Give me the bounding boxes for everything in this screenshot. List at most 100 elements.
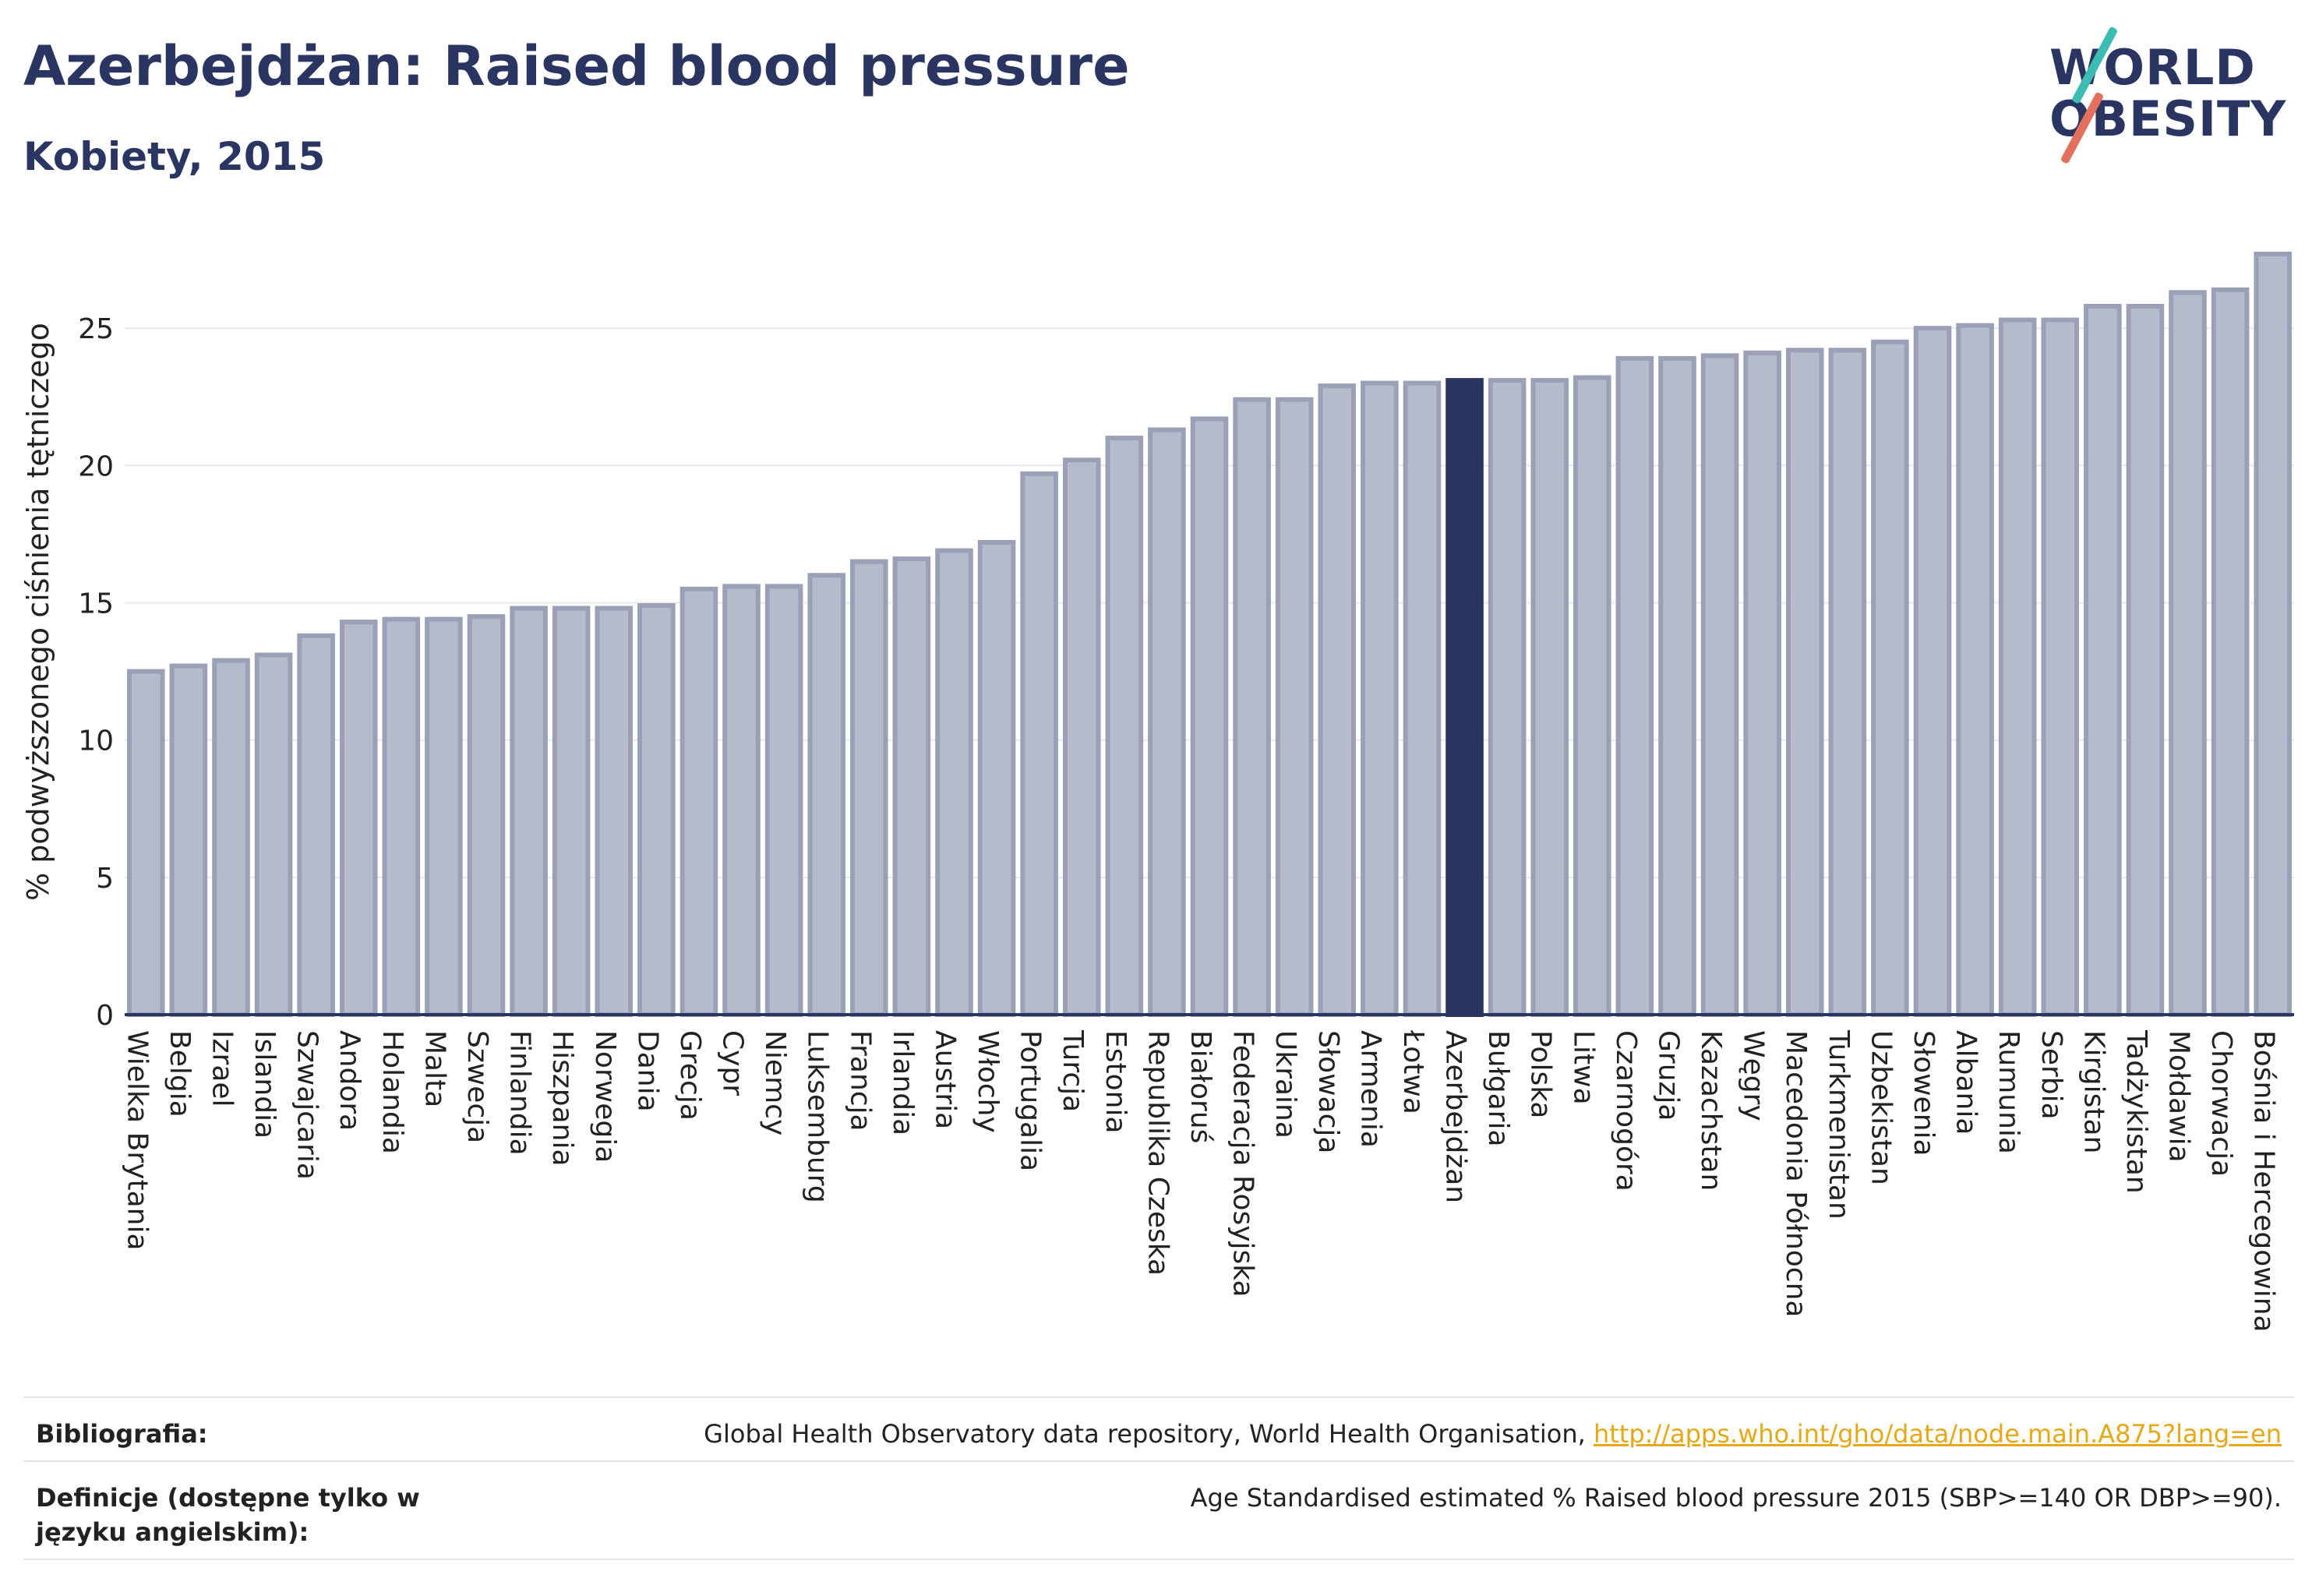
x-tick-label: Szwajcaria <box>291 1030 323 1180</box>
x-tick-label: Austria <box>929 1030 961 1129</box>
bar[interactable] <box>127 669 165 1017</box>
bar[interactable] <box>722 584 761 1017</box>
page-title: Azerbejdżan: Raised blood pressure <box>23 34 1130 98</box>
bibliography-label: Bibliografia: <box>36 1419 208 1449</box>
bar[interactable] <box>1275 397 1314 1017</box>
x-tick-label: Wielka Brytania <box>121 1030 153 1251</box>
bar[interactable] <box>212 658 250 1017</box>
bar[interactable] <box>552 606 591 1017</box>
x-tick-label: Turkmenistan <box>1823 1029 1855 1220</box>
bar[interactable] <box>510 606 548 1017</box>
x-tick-label: Dania <box>631 1030 663 1112</box>
definition-label: Definicje (dostępne tylko w języku angie… <box>36 1483 420 1547</box>
x-tick-label: Malta <box>418 1030 450 1107</box>
x-tick-label: Litwa <box>1567 1030 1599 1105</box>
bar[interactable] <box>1190 416 1229 1017</box>
bar[interactable] <box>1700 353 1739 1017</box>
bar[interactable] <box>595 606 634 1017</box>
bar[interactable] <box>1233 397 1271 1017</box>
x-tick-label: Turcja <box>1057 1029 1089 1112</box>
x-tick-label: Estonia <box>1100 1030 1131 1134</box>
bar[interactable] <box>637 603 676 1017</box>
x-tick-label: Rumunia <box>1993 1030 2024 1154</box>
x-tick-labels: Wielka Brytania Belgia Izrael Islandia Szwaj… <box>121 1029 2279 1333</box>
x-tick-label: Islandia <box>249 1030 281 1139</box>
bar[interactable] <box>1148 427 1186 1017</box>
bar[interactable] <box>339 620 378 1017</box>
x-tick-label: Ukraina <box>1269 1030 1301 1139</box>
bar[interactable] <box>1488 378 1527 1018</box>
x-tick-label: Federacja Rosyjska <box>1227 1030 1259 1298</box>
bar[interactable] <box>977 539 1016 1017</box>
x-tick-label: Grecja <box>674 1030 706 1121</box>
bar[interactable] <box>1062 457 1101 1017</box>
bar[interactable] <box>679 586 718 1017</box>
bar[interactable] <box>1530 378 1569 1018</box>
bar[interactable] <box>425 616 463 1017</box>
x-tick-label: Czarnogóra <box>1610 1030 1642 1192</box>
x-tick-label: Słowenia <box>1908 1030 1940 1156</box>
bar[interactable] <box>892 556 931 1017</box>
x-tick-label: Hiszpania <box>546 1030 578 1167</box>
bar[interactable] <box>935 548 973 1017</box>
bar[interactable] <box>1573 375 1611 1017</box>
bar-highlight[interactable] <box>1445 378 1484 1018</box>
x-tick-label: Norwegia <box>589 1030 621 1163</box>
bar[interactable] <box>1956 323 1994 1017</box>
bar[interactable] <box>764 584 803 1017</box>
x-tick-label: Finlandia <box>504 1030 536 1156</box>
bibliography-link[interactable]: http://apps.who.int/gho/data/node.main.A… <box>1593 1419 2282 1449</box>
x-tick-label: Uzbekistan <box>1865 1030 1897 1185</box>
bar[interactable] <box>1913 326 1952 1018</box>
x-tick-label: Słowacja <box>1312 1030 1344 1153</box>
x-tick-label: Albania <box>1950 1030 1982 1135</box>
x-tick-label: Republika Czeska <box>1142 1030 1174 1276</box>
bar[interactable] <box>2126 303 2165 1017</box>
bar[interactable] <box>850 559 888 1017</box>
bar[interactable] <box>1105 436 1144 1017</box>
bar[interactable] <box>1615 355 1654 1017</box>
world-obesity-logo: WORLD OBESITY <box>2026 22 2299 170</box>
x-tick-label: Chorwacja <box>2205 1030 2237 1177</box>
x-tick-label: Serbia <box>2035 1030 2067 1120</box>
bar[interactable] <box>807 573 845 1017</box>
x-tick-label: Izrael <box>206 1030 238 1107</box>
bar[interactable] <box>1361 380 1399 1017</box>
x-tick-label: Niemcy <box>759 1030 791 1135</box>
x-tick-label: Węgry <box>1738 1030 1770 1121</box>
y-tick-labels: 0 5 10 15 20 25 <box>78 313 114 1032</box>
bar[interactable] <box>1020 471 1058 1017</box>
bar[interactable] <box>2041 317 2080 1017</box>
x-tick-label: Azerbejdżan <box>1440 1030 1472 1203</box>
bar[interactable] <box>254 652 293 1017</box>
footer-divider-middle <box>23 1460 2294 1462</box>
x-tick-label: Bośnia i Hercegowina <box>2248 1030 2280 1333</box>
x-tick-label: Białoruś <box>1184 1030 1216 1143</box>
bar[interactable] <box>1658 355 1696 1017</box>
x-tick-label: Francja <box>844 1030 876 1132</box>
bars <box>127 252 2292 1018</box>
y-tick-label: 15 <box>78 588 114 620</box>
bar[interactable] <box>1785 348 1824 1017</box>
bar[interactable] <box>1403 380 1442 1017</box>
bar[interactable] <box>1871 339 1909 1017</box>
bar[interactable] <box>1828 348 1867 1017</box>
bar[interactable] <box>169 663 208 1017</box>
y-tick-label: 20 <box>78 450 114 482</box>
x-tick-label: Andora <box>334 1030 365 1131</box>
bar[interactable] <box>2254 252 2292 1017</box>
bar[interactable] <box>467 614 506 1017</box>
bar[interactable] <box>2084 303 2122 1017</box>
bar[interactable] <box>2211 287 2250 1017</box>
bar[interactable] <box>382 616 421 1017</box>
bar[interactable] <box>1743 350 1781 1017</box>
footer-divider-top <box>23 1396 2294 1398</box>
bar[interactable] <box>297 633 335 1017</box>
y-axis-label: % podwyższonego ciśnienia tętniczego <box>21 323 55 901</box>
bar[interactable] <box>2169 290 2207 1018</box>
bar[interactable] <box>1318 383 1357 1017</box>
bar[interactable] <box>1998 317 2037 1017</box>
x-tick-label: Holandia <box>376 1030 408 1154</box>
x-tick-label: Tadżykistan <box>2120 1029 2152 1194</box>
bibliography-value: Global Health Observatory data repositor… <box>704 1417 2282 1451</box>
